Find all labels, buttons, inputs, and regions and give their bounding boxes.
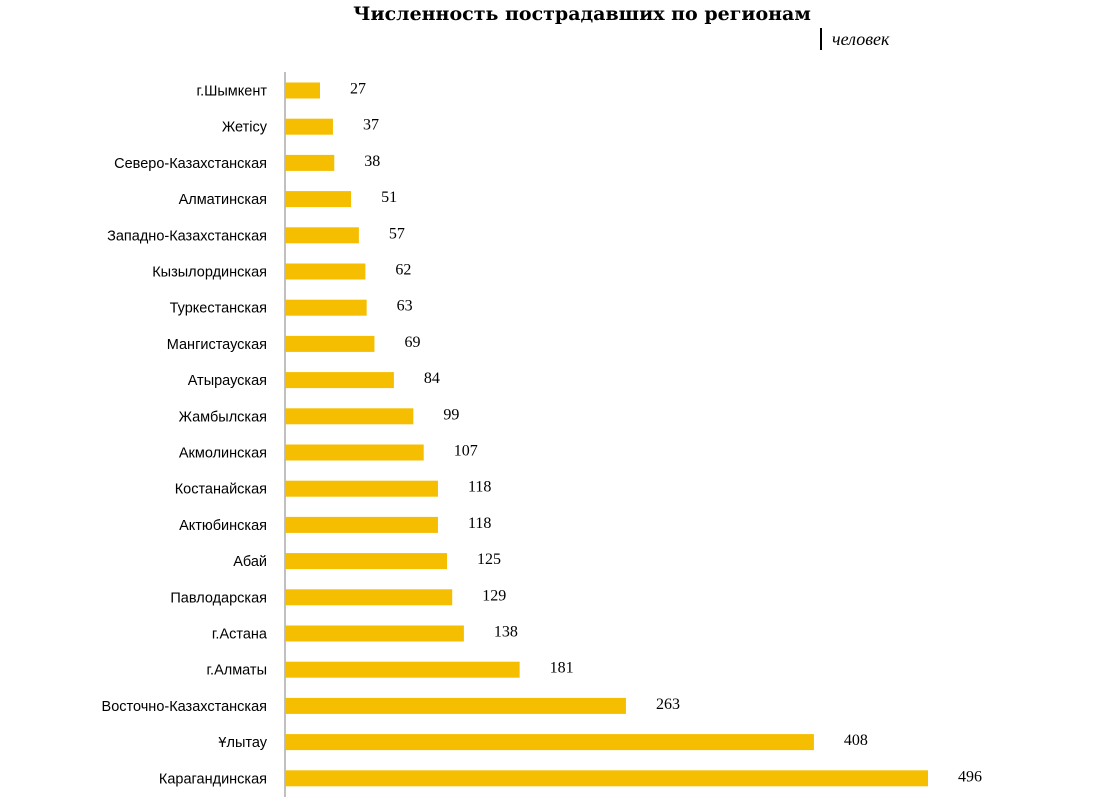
category-label: г.Шымкент	[197, 84, 268, 100]
data-label: 408	[844, 732, 868, 749]
data-label: 125	[477, 551, 501, 568]
category-label: Костанайская	[175, 482, 267, 498]
bar	[285, 444, 424, 461]
category-label: Ұлытау	[218, 735, 267, 751]
bar	[285, 734, 814, 751]
bar	[285, 770, 928, 787]
category-label: Атырауская	[188, 373, 267, 389]
category-label: Мангистауская	[167, 337, 267, 353]
category-label: Восточно-Казахстанская	[102, 699, 267, 715]
unit-label: человек	[832, 29, 890, 49]
data-label: 118	[468, 515, 491, 532]
category-label: Кызылординская	[152, 265, 267, 281]
data-label: 129	[482, 587, 506, 604]
data-label: 99	[443, 406, 459, 423]
bars-group: г.Шымкент 27 Жетісу 37 Северо-Казахстанская 3…	[102, 81, 982, 788]
category-label: г.Астана	[212, 627, 268, 643]
data-label: 263	[656, 696, 680, 713]
category-label: Павлодарская	[170, 590, 267, 606]
data-label: 57	[389, 225, 405, 242]
category-label: Абай	[233, 554, 267, 570]
category-label: Жетісу	[222, 120, 268, 136]
bar	[285, 82, 321, 99]
data-label: 84	[424, 370, 440, 387]
category-label: Северо-Казахстанская	[114, 156, 267, 172]
bar	[285, 191, 352, 208]
data-label: 51	[381, 189, 397, 206]
data-label: 496	[958, 768, 982, 785]
category-label: Акмолинская	[179, 446, 267, 462]
category-label: г.Алматы	[207, 663, 267, 679]
bar	[285, 335, 375, 352]
bar	[285, 516, 438, 533]
bar	[285, 408, 414, 425]
data-label: 118	[468, 479, 491, 496]
bar	[285, 299, 367, 316]
bar	[285, 372, 394, 389]
bar	[285, 227, 359, 244]
bar	[285, 661, 520, 678]
data-label: 62	[395, 262, 411, 279]
bar	[285, 589, 453, 606]
bar	[285, 553, 448, 570]
data-label: 181	[550, 660, 574, 677]
bar	[285, 263, 366, 280]
data-label: 27	[350, 81, 366, 98]
bar	[285, 118, 333, 135]
data-label: 138	[494, 624, 518, 641]
category-label: Алматинская	[179, 192, 267, 208]
bar	[285, 480, 438, 497]
category-label: Жамбылская	[179, 409, 267, 425]
category-label: Актюбинская	[179, 518, 267, 534]
category-label: Туркестанская	[170, 301, 267, 317]
chart-title: Численность пострадавших по регионам	[353, 3, 811, 25]
category-label: Западно-Казахстанская	[107, 228, 267, 244]
data-label: 37	[363, 117, 379, 134]
bar	[285, 625, 464, 642]
bar	[285, 154, 335, 171]
data-label: 63	[397, 298, 413, 315]
data-label: 69	[404, 334, 420, 351]
category-label: Карагандинская	[159, 771, 267, 787]
bar	[285, 697, 626, 714]
data-label: 38	[364, 153, 380, 170]
data-label: 107	[454, 443, 478, 460]
